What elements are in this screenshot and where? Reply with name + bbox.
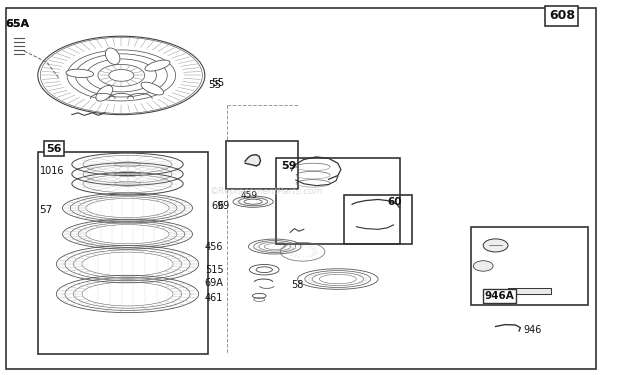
Text: 65A: 65A xyxy=(6,19,30,29)
Ellipse shape xyxy=(483,239,508,252)
Text: 515: 515 xyxy=(205,266,223,276)
Bar xyxy=(471,227,588,305)
Text: 60: 60 xyxy=(387,197,402,207)
Text: 56: 56 xyxy=(46,144,61,154)
Ellipse shape xyxy=(145,60,170,71)
Text: 461: 461 xyxy=(205,293,223,303)
Text: 65A: 65A xyxy=(6,19,30,29)
Ellipse shape xyxy=(105,48,120,64)
Text: 946: 946 xyxy=(523,325,542,335)
Polygon shape xyxy=(245,154,260,166)
Text: 69A: 69A xyxy=(205,278,223,288)
Text: 57: 57 xyxy=(40,205,53,215)
Bar xyxy=(226,141,298,189)
Ellipse shape xyxy=(96,86,113,101)
Text: 55: 55 xyxy=(211,78,224,88)
Text: 69: 69 xyxy=(218,201,229,211)
Text: 58: 58 xyxy=(291,280,304,290)
Text: 69: 69 xyxy=(211,201,223,211)
Text: ©ReplacementParts.com: ©ReplacementParts.com xyxy=(210,187,324,196)
Bar xyxy=(276,158,400,243)
Text: 946A: 946A xyxy=(484,291,514,301)
Bar xyxy=(344,195,412,243)
Ellipse shape xyxy=(66,69,94,78)
Bar xyxy=(38,152,208,354)
Text: 1016: 1016 xyxy=(40,166,64,176)
Text: 459: 459 xyxy=(240,191,257,200)
Text: 55: 55 xyxy=(208,80,221,90)
Ellipse shape xyxy=(473,261,493,271)
Text: 59: 59 xyxy=(281,160,296,171)
Ellipse shape xyxy=(141,82,164,95)
Polygon shape xyxy=(508,288,551,294)
Text: 456: 456 xyxy=(205,242,223,252)
Text: 608: 608 xyxy=(549,9,575,22)
